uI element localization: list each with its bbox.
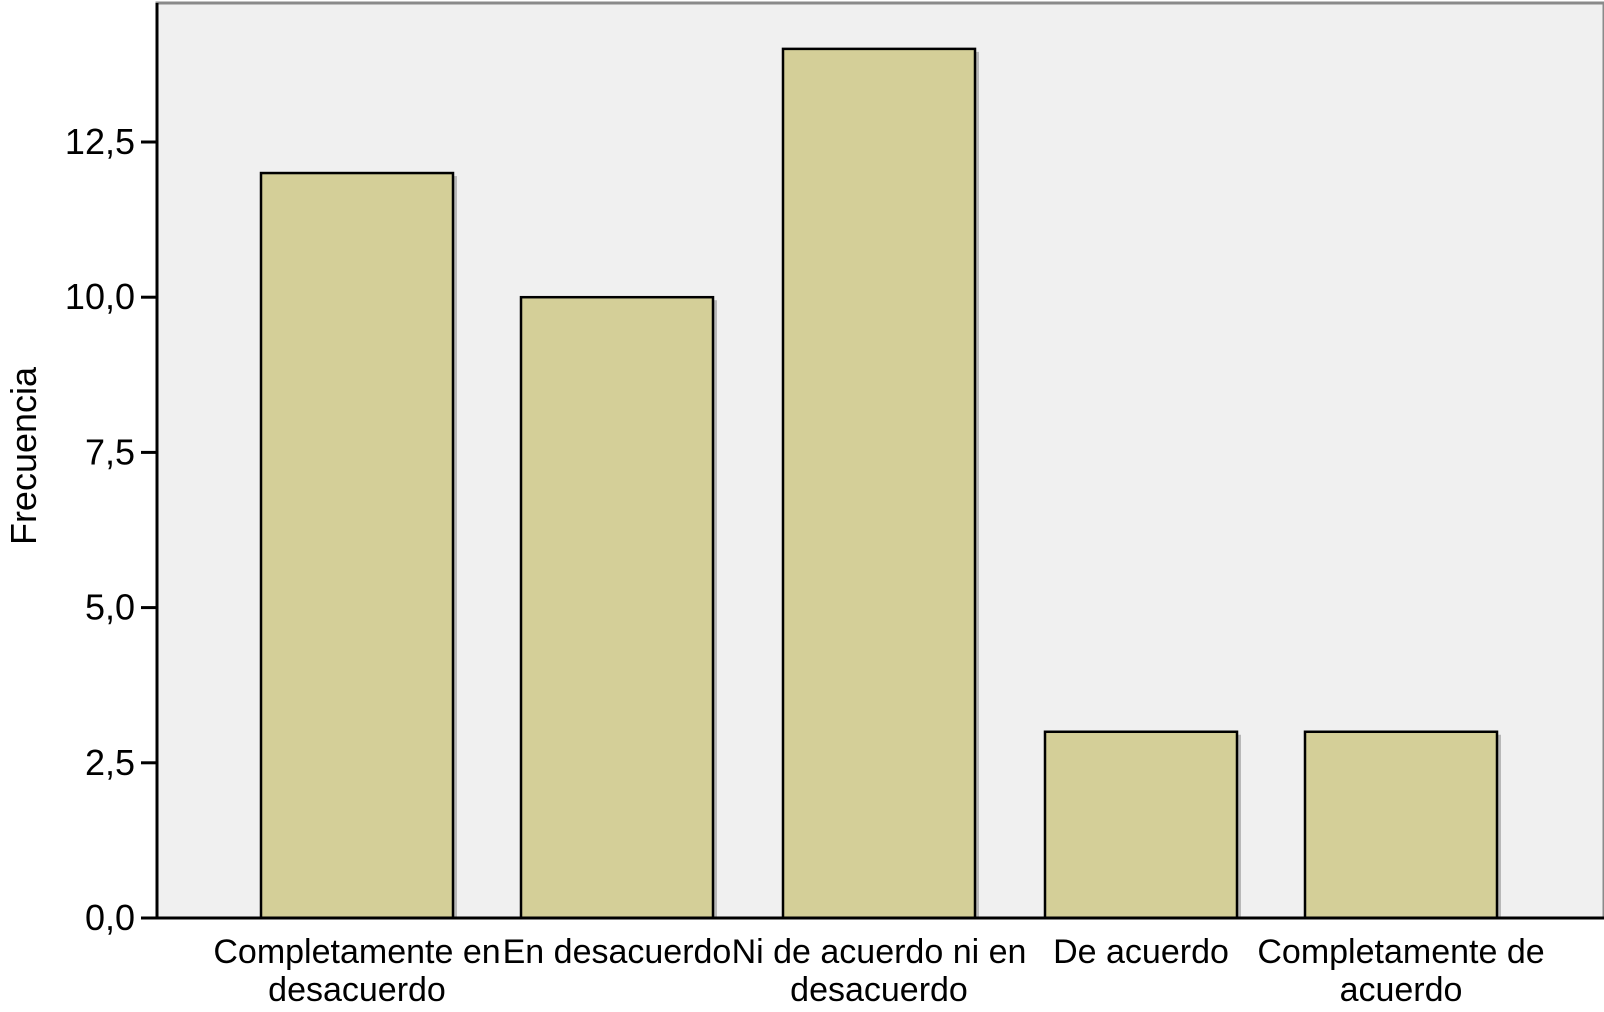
y-tick-label: 7,5 — [85, 431, 135, 472]
x-category-label-line: Ni de acuerdo ni en — [732, 933, 1027, 971]
x-category-label-line: acuerdo — [1340, 971, 1463, 1009]
x-category-label: De acuerdo — [1053, 933, 1229, 971]
y-ticks-group: 0,0 2,5 5,0 7,5 10,0 12,5 — [65, 121, 157, 938]
bar — [781, 47, 977, 920]
bars-group — [259, 47, 1501, 920]
x-category-label-line: De acuerdo — [1053, 933, 1229, 971]
y-tick-label: 10,0 — [65, 276, 135, 317]
x-category-label-line: Completamente de — [1257, 933, 1544, 971]
x-category-label: Ni de acuerdo ni en desacuerdo — [732, 933, 1027, 1009]
x-category-label-line: Completamente en — [213, 933, 500, 971]
x-category-label: En desacuerdo — [503, 933, 732, 971]
x-category-label-line: desacuerdo — [268, 971, 446, 1009]
y-axis-title: Frecuencia — [3, 366, 44, 545]
y-tick-label: 12,5 — [65, 121, 135, 162]
y-tick-label: 0,0 — [85, 897, 135, 938]
x-category-label: Completamente de acuerdo — [1257, 933, 1544, 1009]
bar — [1043, 730, 1239, 920]
bar — [519, 295, 715, 920]
y-tick-label: 2,5 — [85, 742, 135, 783]
x-category-label-line: desacuerdo — [790, 971, 968, 1009]
x-category-label-line: En desacuerdo — [503, 933, 732, 971]
bar — [259, 171, 455, 920]
y-tick-label: 5,0 — [85, 587, 135, 628]
axes-group — [141, 3, 1604, 920]
bar — [1303, 730, 1499, 920]
x-category-label: Completamente en desacuerdo — [213, 933, 500, 1009]
